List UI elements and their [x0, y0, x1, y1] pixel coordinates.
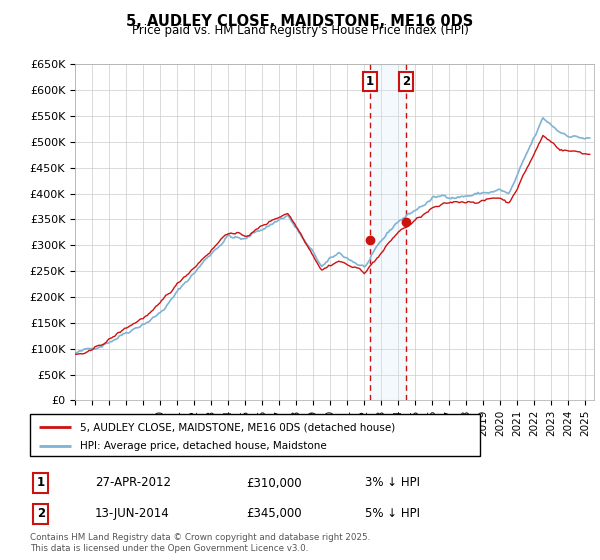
Text: 13-JUN-2014: 13-JUN-2014 [95, 507, 170, 520]
Text: Price paid vs. HM Land Registry's House Price Index (HPI): Price paid vs. HM Land Registry's House … [131, 24, 469, 37]
Text: £310,000: £310,000 [246, 477, 302, 489]
Text: 2: 2 [37, 507, 45, 520]
Text: 3% ↓ HPI: 3% ↓ HPI [365, 477, 420, 489]
Text: 27-APR-2012: 27-APR-2012 [95, 477, 171, 489]
Text: 2: 2 [402, 75, 410, 88]
Bar [370, 64, 406, 400]
Text: 5% ↓ HPI: 5% ↓ HPI [365, 507, 420, 520]
Text: Contains HM Land Registry data © Crown copyright and database right 2025.
This d: Contains HM Land Registry data © Crown c… [30, 533, 370, 553]
Text: 1: 1 [365, 75, 374, 88]
Text: 1: 1 [37, 477, 45, 489]
Text: £345,000: £345,000 [246, 507, 302, 520]
Text: 5, AUDLEY CLOSE, MAIDSTONE, ME16 0DS: 5, AUDLEY CLOSE, MAIDSTONE, ME16 0DS [127, 14, 473, 29]
Text: 5, AUDLEY CLOSE, MAIDSTONE, ME16 0DS (detached house): 5, AUDLEY CLOSE, MAIDSTONE, ME16 0DS (de… [79, 422, 395, 432]
Text: HPI: Average price, detached house, Maidstone: HPI: Average price, detached house, Maid… [79, 441, 326, 451]
